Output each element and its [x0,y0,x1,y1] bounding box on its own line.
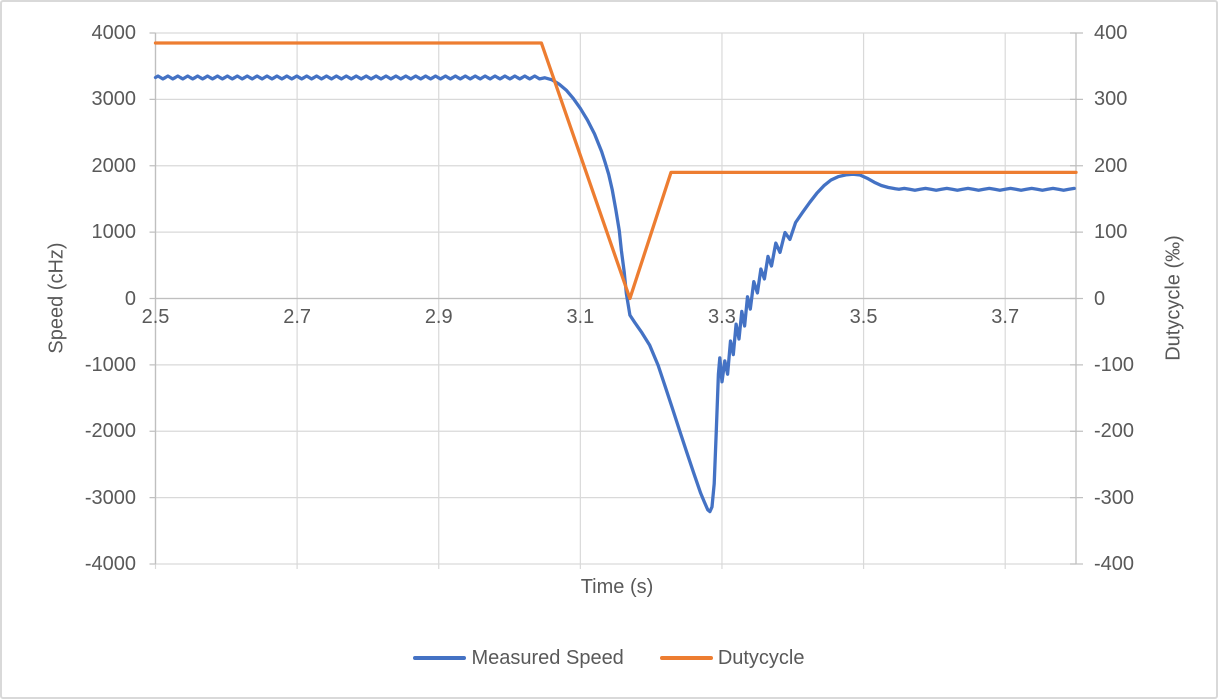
x-tick-label: 3.1 [566,306,595,328]
y-left-axis-title: Speed (cHz) [45,242,68,354]
y-left-tick-label: -3000 [84,486,136,509]
x-tick-label: 3.5 [849,306,878,328]
y-left-tick-label: 3000 [91,88,137,111]
y-left-tick-label: 4000 [91,22,137,44]
x-tick-label: 2.5 [141,306,170,328]
y-right-tick-label: -100 [1094,353,1135,376]
legend-line-icon-measured-speed [413,656,467,660]
y-right-tick-label: 200 [1094,154,1128,177]
legend-label-dutycycle: Dutycycle [717,647,805,669]
y-left-tick-label: -1000 [84,353,136,376]
y-left-tick-label: -2000 [84,420,136,443]
y-right-tick-label: 400 [1094,22,1128,44]
y-right-axis-title: Dutycycle (‰) [1162,235,1185,361]
series-line-measured-speed [153,74,1076,514]
y-left-tick-label: 2000 [91,154,137,177]
legend: Measured Speed Dutycycle [2,643,1216,673]
y-left-tick-label: 1000 [91,221,137,244]
x-axis-title: Time (s) [580,576,654,598]
legend-label-measured-speed: Measured Speed [471,647,624,669]
y-right-tick-label: -400 [1094,553,1135,575]
y-right-tick-label: -200 [1094,420,1135,443]
x-tick-label: 2.7 [283,306,312,328]
y-left-tick-label: -4000 [84,553,136,575]
y-right-tick-label: -300 [1094,486,1135,509]
series-line-dutycycle [153,41,1078,301]
y-right-tick-label: 300 [1094,88,1128,111]
y-right-tick-label: 100 [1094,221,1128,244]
y-right-tick-label: 0 [1094,287,1106,310]
legend-item-measured-speed: Measured Speed [413,647,624,669]
legend-line-icon-dutycycle [659,656,713,660]
x-tick-label: 3.3 [708,306,736,328]
x-tick-label: 3.7 [991,306,1020,328]
legend-item-dutycycle: Dutycycle [659,647,805,669]
x-tick-label: 2.9 [424,306,453,328]
y-left-tick-label: 0 [124,287,136,310]
